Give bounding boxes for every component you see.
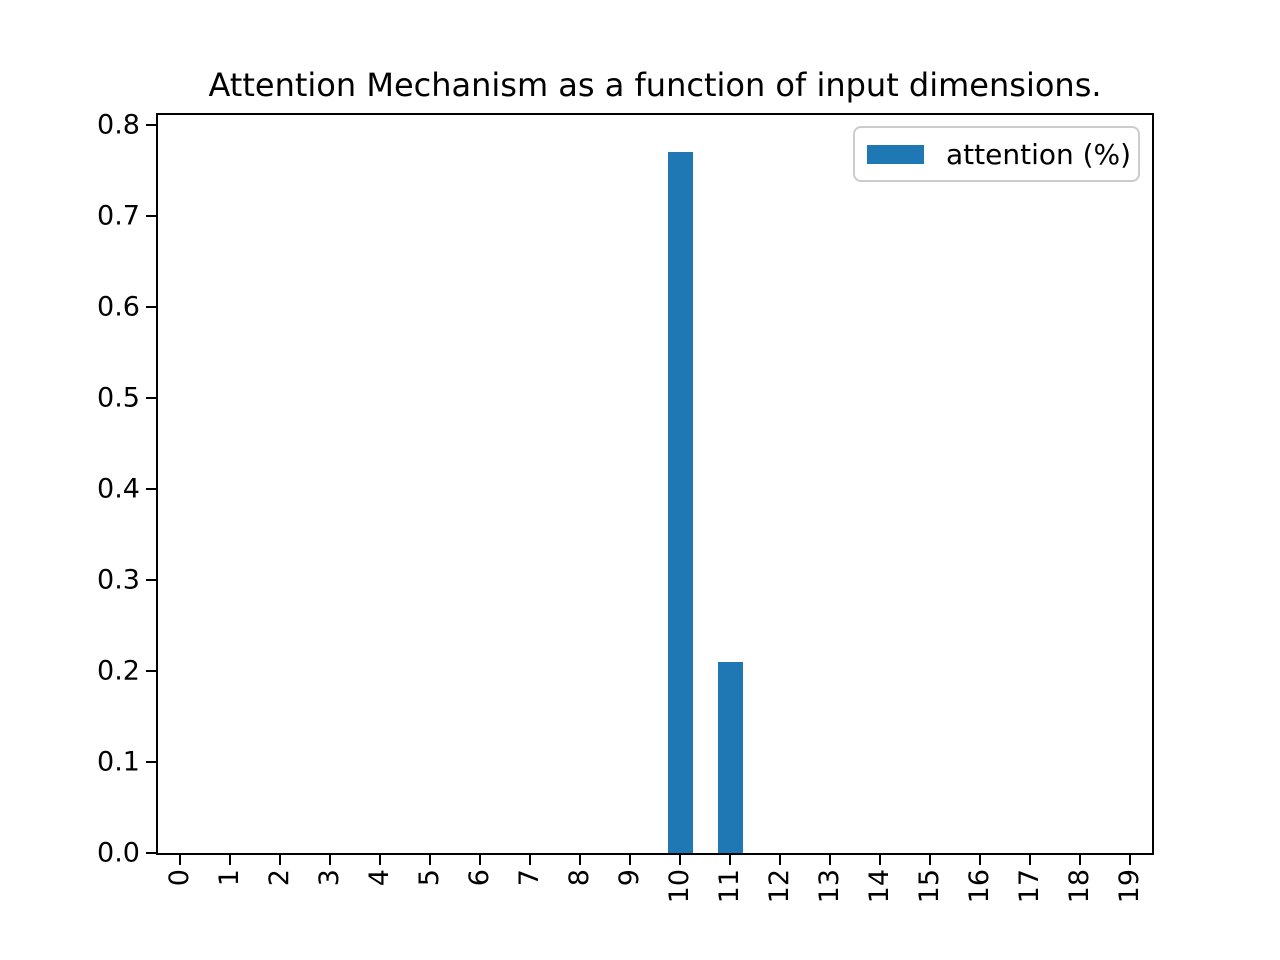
x-tick-mark-6 (479, 855, 481, 865)
y-tick-mark-0.4 (146, 488, 156, 490)
legend-swatch-attention (867, 144, 924, 164)
x-tick-label-5: 5 (414, 869, 445, 887)
y-tick-label-0.0: 0.0 (97, 837, 140, 869)
plot-area (156, 113, 1154, 855)
y-tick-label-0.6: 0.6 (97, 291, 140, 323)
x-tick-mark-7 (529, 855, 531, 865)
y-tick-mark-0.2 (146, 670, 156, 672)
x-tick-label-17: 17 (1014, 869, 1045, 904)
x-tick-label-11: 11 (714, 869, 745, 904)
y-tick-label-0.2: 0.2 (97, 655, 140, 687)
x-tick-label-15: 15 (914, 869, 945, 904)
y-tick-mark-0.6 (146, 306, 156, 308)
y-tick-label-0.4: 0.4 (97, 473, 140, 505)
bar-x11 (717, 661, 743, 853)
y-tick-mark-0.7 (146, 215, 156, 217)
x-tick-mark-15 (929, 855, 931, 865)
y-tick-mark-0.8 (146, 124, 156, 126)
x-tick-label-12: 12 (764, 869, 795, 904)
x-tick-mark-8 (579, 855, 581, 865)
y-tick-label-0.1: 0.1 (97, 746, 140, 778)
y-tick-mark-0.0 (146, 852, 156, 854)
x-tick-mark-13 (829, 855, 831, 865)
x-tick-label-10: 10 (664, 869, 695, 904)
bar-x10 (667, 152, 693, 853)
legend-label-attention: attention (%) (946, 137, 1132, 171)
x-tick-label-4: 4 (364, 869, 395, 887)
x-tick-label-1: 1 (214, 869, 245, 887)
x-tick-mark-0 (179, 855, 181, 865)
x-tick-mark-19 (1129, 855, 1131, 865)
x-tick-label-19: 19 (1114, 869, 1145, 904)
chart-title: Attention Mechanism as a function of inp… (208, 66, 1102, 104)
x-tick-mark-14 (879, 855, 881, 865)
x-tick-mark-4 (379, 855, 381, 865)
x-tick-label-16: 16 (964, 869, 995, 904)
y-tick-label-0.7: 0.7 (97, 200, 140, 232)
y-tick-mark-0.1 (146, 761, 156, 763)
y-tick-label-0.8: 0.8 (97, 109, 140, 141)
x-tick-mark-16 (979, 855, 981, 865)
x-tick-label-0: 0 (164, 869, 195, 887)
x-tick-mark-3 (329, 855, 331, 865)
x-tick-mark-5 (429, 855, 431, 865)
x-tick-mark-2 (279, 855, 281, 865)
x-tick-mark-17 (1029, 855, 1031, 865)
x-tick-mark-18 (1079, 855, 1081, 865)
x-tick-label-18: 18 (1064, 869, 1095, 904)
y-tick-mark-0.3 (146, 579, 156, 581)
x-tick-label-3: 3 (314, 869, 345, 887)
x-tick-label-13: 13 (814, 869, 845, 904)
x-tick-label-7: 7 (514, 869, 545, 887)
legend-box: attention (%) (853, 126, 1140, 182)
x-tick-mark-1 (229, 855, 231, 865)
x-tick-mark-11 (729, 855, 731, 865)
x-tick-label-8: 8 (564, 869, 595, 887)
x-tick-label-9: 9 (614, 869, 645, 887)
x-tick-mark-9 (629, 855, 631, 865)
x-tick-mark-10 (679, 855, 681, 865)
x-tick-label-6: 6 (464, 869, 495, 887)
x-tick-label-14: 14 (864, 869, 895, 904)
y-tick-label-0.3: 0.3 (97, 564, 140, 596)
x-tick-label-2: 2 (264, 869, 295, 887)
y-tick-label-0.5: 0.5 (97, 382, 140, 414)
y-tick-mark-0.5 (146, 397, 156, 399)
x-tick-mark-12 (779, 855, 781, 865)
